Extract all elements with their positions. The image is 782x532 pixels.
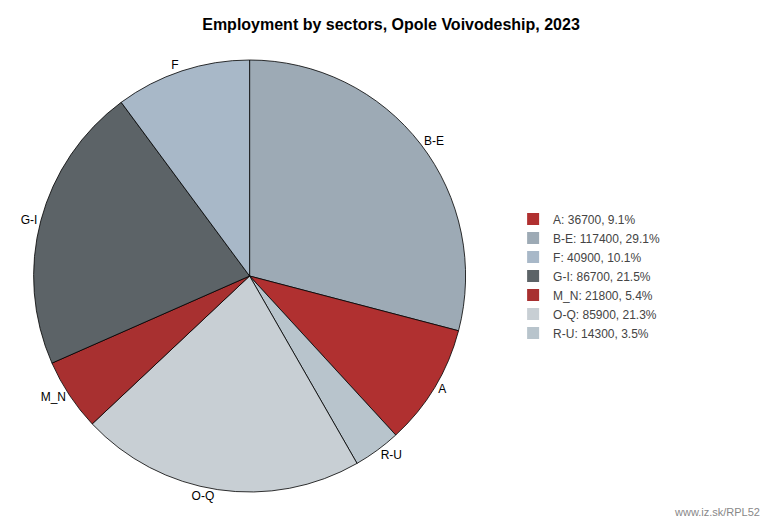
svg-text:B-E: B-E bbox=[424, 134, 444, 148]
svg-text:R-U: R-U bbox=[381, 448, 402, 462]
svg-text:M_N: M_N bbox=[41, 390, 66, 404]
svg-text:M_N: 21800, 5.4%: M_N: 21800, 5.4% bbox=[553, 289, 653, 303]
svg-text:F: F bbox=[171, 58, 178, 72]
svg-text:Employment by sectors, Opole V: Employment by sectors, Opole Voivodeship… bbox=[202, 16, 580, 33]
svg-text:F: 40900, 10.1%: F: 40900, 10.1% bbox=[553, 251, 641, 265]
svg-text:O-Q: 85900, 21.3%: O-Q: 85900, 21.3% bbox=[553, 308, 657, 322]
svg-text:O-Q: O-Q bbox=[192, 489, 215, 503]
svg-text:G-I: G-I bbox=[21, 213, 38, 227]
svg-text:A: 36700, 9.1%: A: 36700, 9.1% bbox=[553, 213, 635, 227]
svg-text:R-U: 14300, 3.5%: R-U: 14300, 3.5% bbox=[553, 327, 649, 341]
svg-text:www.iz.sk/RPL52: www.iz.sk/RPL52 bbox=[674, 506, 760, 518]
svg-text:A: A bbox=[438, 382, 446, 396]
svg-text:G-I: 86700, 21.5%: G-I: 86700, 21.5% bbox=[553, 270, 651, 284]
svg-text:B-E: 117400, 29.1%: B-E: 117400, 29.1% bbox=[553, 232, 660, 246]
